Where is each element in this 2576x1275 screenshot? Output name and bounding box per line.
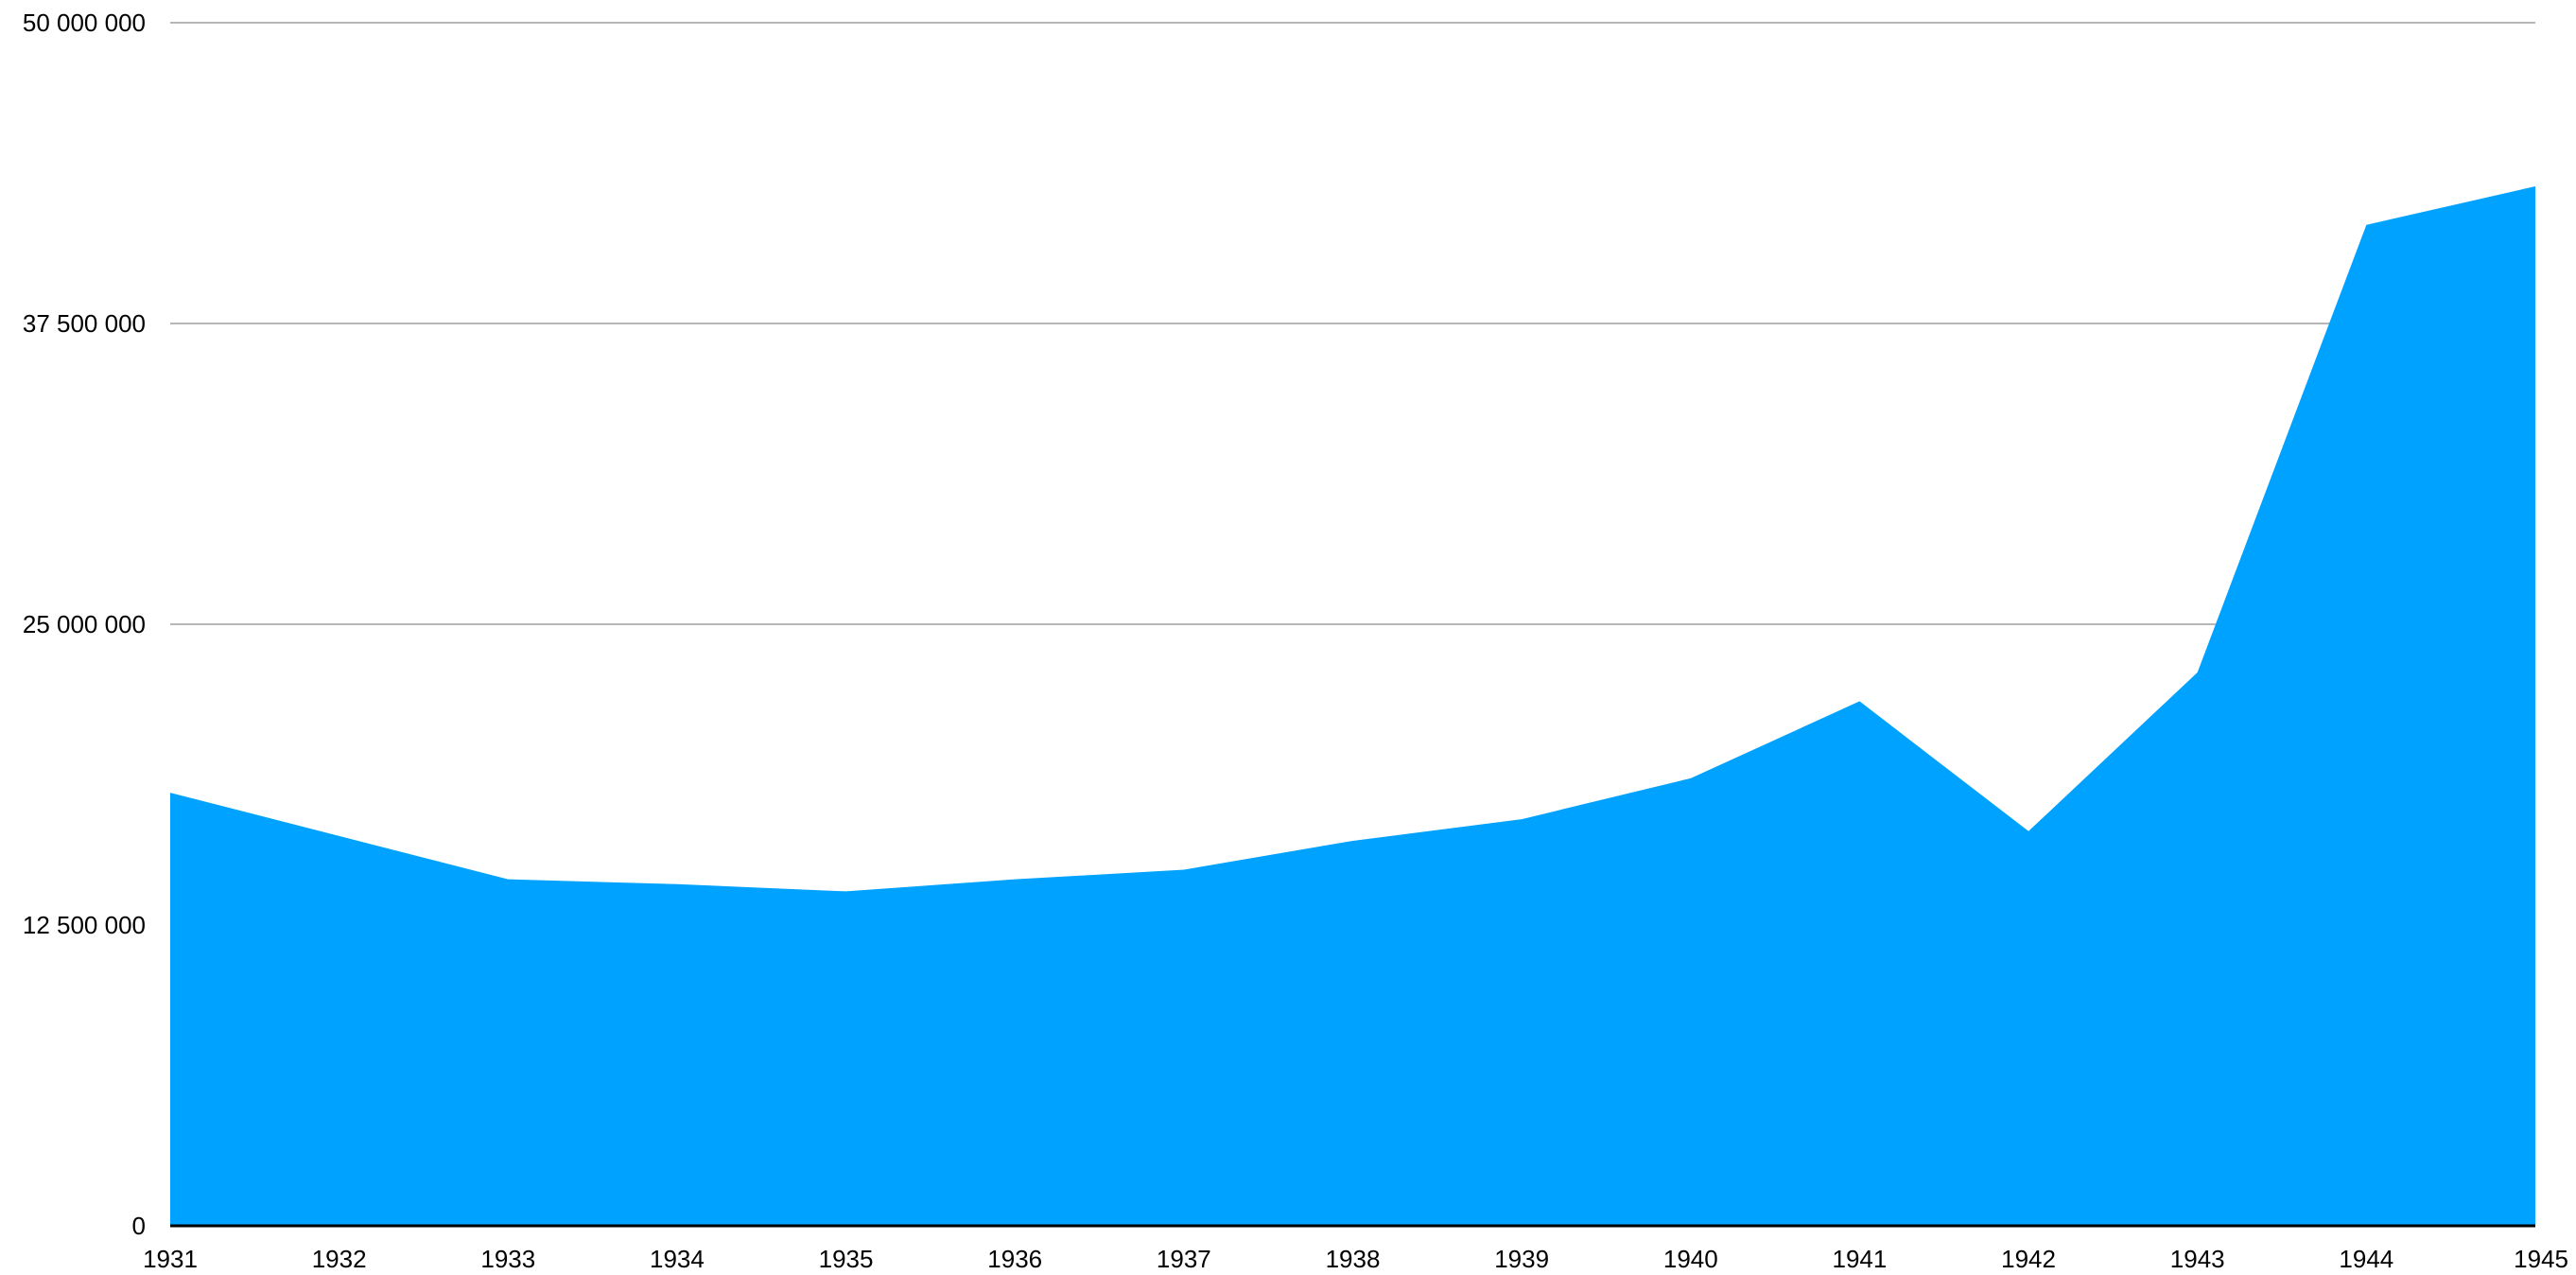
x-tick-label: 1943: [2170, 1245, 2225, 1273]
x-tick-label: 1935: [819, 1245, 874, 1273]
x-axis-tick-labels: 1931 1932 1933 1934 1935 1936 1937 1938 1939 1940…: [143, 1245, 2568, 1273]
x-tick-label: 1937: [1157, 1245, 1211, 1273]
x-tick-label: 1939: [1494, 1245, 1549, 1273]
area-series-0: [170, 185, 2535, 1227]
y-tick-label: 0: [132, 1212, 146, 1240]
x-tick-label: 1936: [987, 1245, 1042, 1273]
x-tick-label: 1933: [480, 1245, 535, 1273]
x-tick-label: 1942: [2001, 1245, 2056, 1273]
y-axis-tick-labels: 0 12 500 000 25 000 000 37 500 000 50 000 00…: [23, 9, 146, 1240]
y-tick-label: 12 500 000: [23, 911, 146, 939]
y-tick-label: 37 500 000: [23, 309, 146, 338]
y-tick-label: 25 000 000: [23, 610, 146, 638]
x-tick-label: 1941: [1833, 1245, 1888, 1273]
area-series-layer: [170, 185, 2535, 1227]
x-tick-label: 1945: [2514, 1245, 2568, 1273]
y-tick-label: 50 000 000: [23, 9, 146, 37]
x-tick-label: 1938: [1326, 1245, 1381, 1273]
x-tick-label: 1944: [2339, 1245, 2393, 1273]
x-tick-label: 1932: [312, 1245, 367, 1273]
x-tick-label: 1934: [650, 1245, 705, 1273]
x-tick-label: 1931: [143, 1245, 198, 1273]
x-tick-label: 1940: [1663, 1245, 1718, 1273]
